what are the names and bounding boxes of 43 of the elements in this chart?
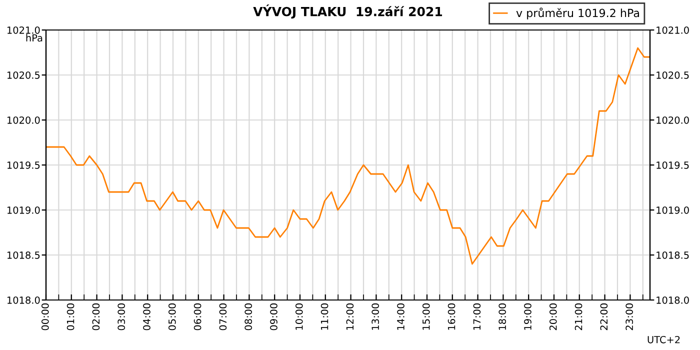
- x-tick-label: 10:00: [295, 303, 303, 330]
- x-tick-label: 17:00: [473, 303, 481, 330]
- x-tick-label: 08:00: [244, 303, 252, 330]
- x-tick-label: 01:00: [66, 303, 74, 330]
- chart-title: VÝVOJ TLAKU 19.září 2021: [253, 4, 442, 19]
- x-tick-label: 20:00: [549, 303, 557, 330]
- y2-tick-label: 1019.5: [656, 161, 689, 169]
- x-tick-label: 21:00: [574, 303, 582, 330]
- y-tick-label: 1018.0: [7, 296, 40, 304]
- y2-tick-label: 1020.0: [656, 116, 689, 124]
- x-tick-label: 05:00: [168, 303, 176, 330]
- y2-tick-label: 1020.5: [656, 71, 689, 79]
- y-tick-label: 1019.0: [7, 206, 40, 214]
- x-tick-label: 07:00: [219, 303, 227, 330]
- y-tick-label: 1019.5: [7, 161, 40, 169]
- y2-tick-label: 1018.0: [656, 296, 689, 304]
- x-tick-label: 16:00: [448, 303, 456, 330]
- y-tick-label: 1020.5: [7, 71, 40, 79]
- y-tick-label: 1020.0: [7, 116, 40, 124]
- x-tick-label: 12:00: [346, 303, 354, 330]
- y-tick-label: 1021.0: [7, 26, 40, 34]
- x-tick-label: 13:00: [372, 303, 380, 330]
- x-tick-label: 04:00: [143, 303, 150, 330]
- y2-tick-label: 1021.0: [656, 26, 689, 34]
- x-tick-label: 06:00: [194, 303, 202, 330]
- x-tick-label: 19:00: [524, 303, 532, 330]
- x-tick-label: 22:00: [600, 303, 608, 330]
- x-axis-title: UTC+2: [648, 336, 680, 344]
- y2-tick-label: 1019.0: [656, 206, 689, 214]
- y2-tick-label: 1018.5: [656, 251, 689, 259]
- line-series: [46, 47, 650, 265]
- x-tick-label: 18:00: [498, 303, 506, 330]
- x-tick-label: 15:00: [422, 303, 430, 330]
- x-tick-label: 00:00: [41, 303, 49, 330]
- x-tick-label: 23:00: [626, 303, 634, 330]
- x-tick-label: 02:00: [92, 303, 100, 330]
- x-tick-label: 03:00: [118, 303, 126, 330]
- x-tick-label: 09:00: [270, 303, 278, 330]
- x-tick-label: 11:00: [320, 303, 328, 330]
- y-tick-label: 1018.5: [7, 251, 40, 259]
- legend-label: v průměru 1019.2 hPa: [516, 8, 639, 20]
- y-axis-title: hPa: [26, 34, 42, 42]
- x-tick-label: 14:00: [397, 303, 404, 330]
